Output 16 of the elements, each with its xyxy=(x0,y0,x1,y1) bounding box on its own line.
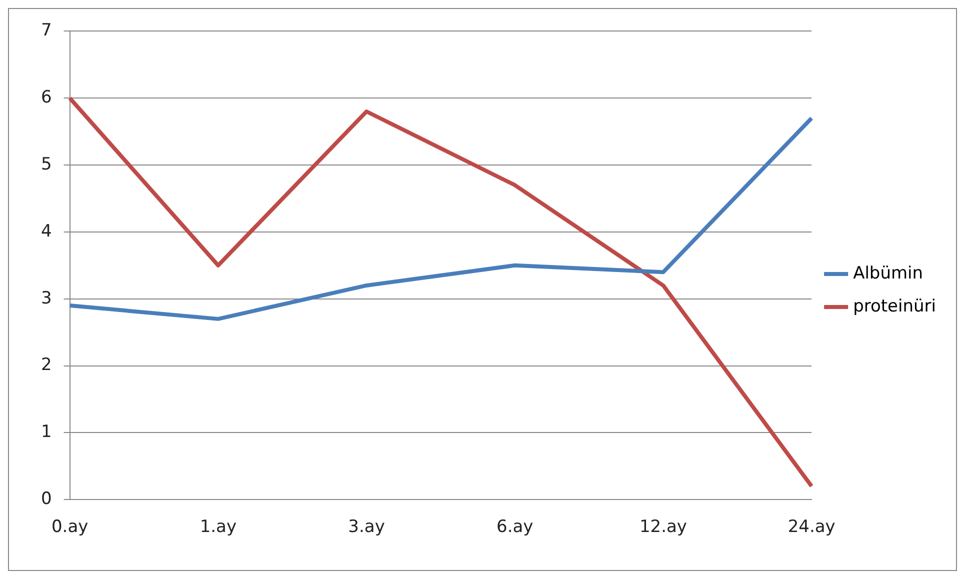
y-tick-label: 4 xyxy=(40,221,52,242)
y-tick-label: 3 xyxy=(40,288,52,308)
x-tick-label: 24.ay xyxy=(788,517,836,538)
y-tick-label: 1 xyxy=(40,422,52,442)
x-tick-label: 1.ay xyxy=(200,517,237,538)
legend-label: proteinüri xyxy=(853,296,936,316)
legend-label: Albümin xyxy=(853,263,924,284)
y-tick-label: 5 xyxy=(40,154,52,174)
y-tick-label: 0 xyxy=(40,489,52,510)
y-tick-label: 7 xyxy=(40,20,52,41)
x-tick-label: 0.ay xyxy=(51,517,88,538)
x-tick-label: 3.ay xyxy=(348,517,385,538)
x-tick-label: 12.ay xyxy=(639,517,687,538)
y-tick-label: 6 xyxy=(40,88,52,108)
y-tick-label: 2 xyxy=(40,355,52,376)
x-tick-label: 6.ay xyxy=(496,517,534,538)
